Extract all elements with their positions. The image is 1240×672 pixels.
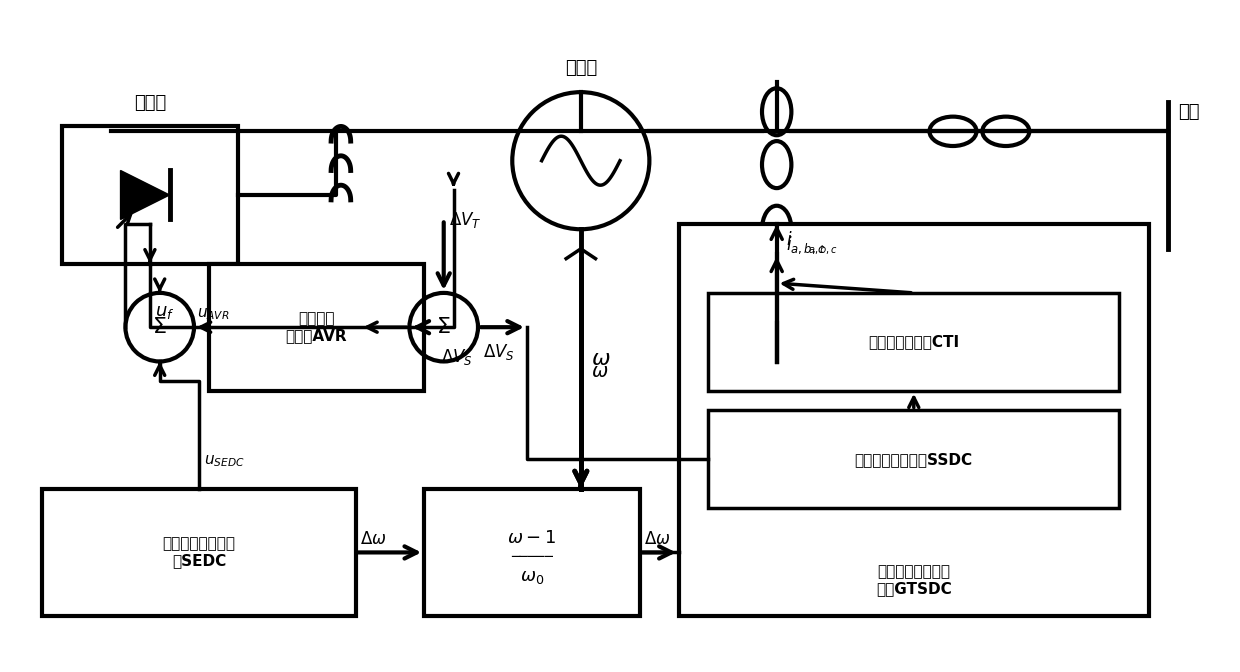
Text: $u_{SEDC}$: $u_{SEDC}$	[203, 454, 244, 469]
Text: 主网: 主网	[1178, 103, 1200, 121]
Text: 次同步阻尼控制器SSDC: 次同步阻尼控制器SSDC	[854, 452, 973, 467]
Text: $\Delta V_S$: $\Delta V_S$	[482, 342, 515, 362]
Text: $\Delta V_T$: $\Delta V_T$	[449, 210, 481, 230]
Bar	[208, 263, 424, 391]
Polygon shape	[120, 171, 170, 220]
Bar	[62, 126, 238, 263]
Text: 发电机: 发电机	[564, 59, 596, 77]
Bar	[708, 293, 1120, 391]
Text: $u_f$: $u_f$	[155, 304, 175, 321]
Text: $\omega$: $\omega$	[590, 362, 608, 381]
Text: $\Delta\omega$: $\Delta\omega$	[361, 530, 387, 548]
Text: $\Delta V_S$: $\Delta V_S$	[441, 347, 474, 367]
Text: 电流跟踪逆变器CTI: 电流跟踪逆变器CTI	[868, 335, 960, 349]
Bar	[424, 489, 640, 616]
Text: $i_{a,b,c}$: $i_{a,b,c}$	[786, 234, 826, 256]
Text: $\omega$: $\omega$	[590, 349, 610, 369]
Text: $_{a,b,c}$: $_{a,b,c}$	[808, 242, 837, 255]
Text: 自动电压
调整器AVR: 自动电压 调整器AVR	[285, 311, 347, 343]
Text: 逆变器: 逆变器	[134, 93, 166, 112]
Text: $\Sigma$: $\Sigma$	[153, 317, 167, 337]
Text: $u_{AVR}$: $u_{AVR}$	[197, 306, 229, 323]
Text: $\Delta\omega$: $\Delta\omega$	[645, 530, 671, 548]
Text: 机端次同步阻尼控
制器GTSDC: 机端次同步阻尼控 制器GTSDC	[875, 564, 951, 597]
Text: $\Sigma$: $\Sigma$	[436, 317, 451, 337]
Text: $\omega_0$: $\omega_0$	[520, 568, 544, 586]
Bar	[678, 224, 1148, 616]
Text: 附加励磁阻尼控制
器SEDC: 附加励磁阻尼控制 器SEDC	[162, 536, 236, 569]
Bar	[708, 411, 1120, 508]
Bar	[42, 489, 356, 616]
Text: $\omega - 1$: $\omega - 1$	[507, 529, 557, 547]
Text: $i$: $i$	[786, 231, 794, 249]
Text: ─────: ─────	[511, 550, 553, 564]
